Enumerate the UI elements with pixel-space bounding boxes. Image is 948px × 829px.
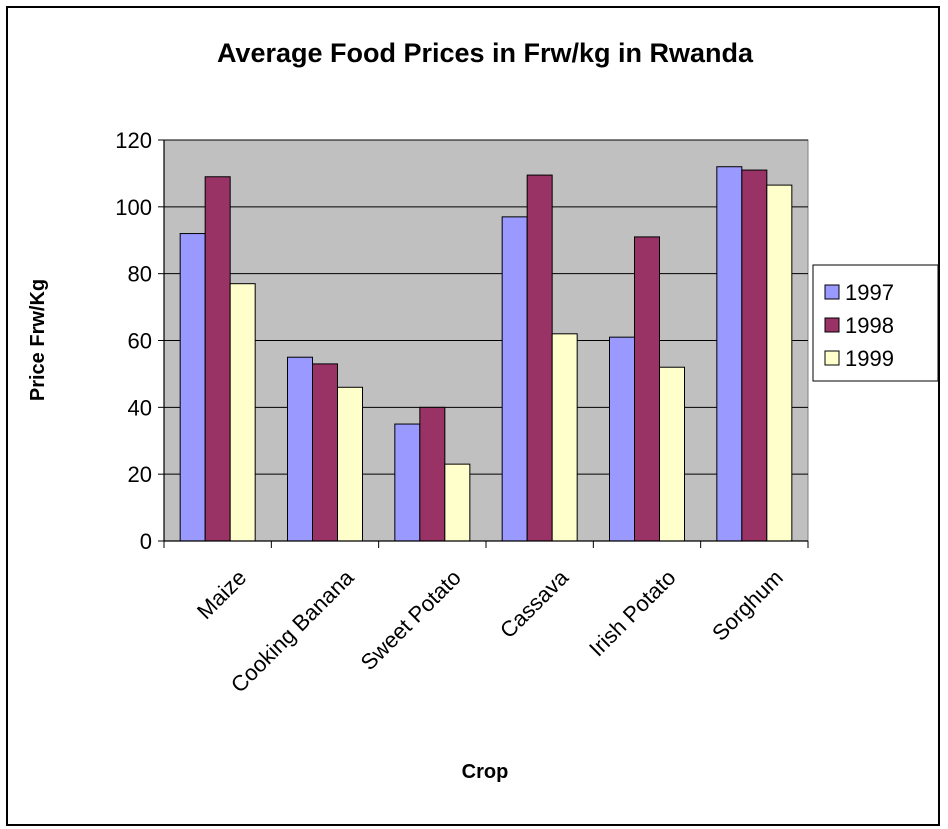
- y-axis-title: Price Frw/Kg: [27, 279, 49, 401]
- x-axis-title: Crop: [462, 761, 509, 783]
- legend-swatch-1997: [824, 284, 840, 300]
- y-tick-label: 0: [140, 529, 152, 554]
- bar-1999-sweet-potato: [444, 463, 471, 542]
- bar-1997-maize: [179, 233, 206, 542]
- y-tick-label: 120: [115, 128, 152, 153]
- bar-1999-cooking-banana: [337, 386, 363, 542]
- y-tick-label: 60: [128, 329, 152, 354]
- x-tick-label: Maize: [192, 565, 251, 624]
- legend-label-1997: 1997: [845, 280, 894, 305]
- bar-1997-sweet-potato: [394, 423, 421, 542]
- legend-swatch-1999: [824, 350, 840, 366]
- legend-swatch-1998: [824, 317, 840, 333]
- bar-1998-maize: [204, 176, 231, 542]
- bar-1998-sweet-potato: [419, 406, 446, 542]
- y-tick-label: 20: [128, 462, 152, 487]
- bar-1998-irish-potato: [634, 236, 660, 542]
- bar-1997-cassava: [501, 216, 528, 542]
- x-tick-label: Cassava: [495, 564, 574, 643]
- y-tick-label: 100: [115, 195, 152, 220]
- bar-1997-sorghum: [716, 166, 743, 542]
- x-tick-label: Irish Potato: [584, 565, 680, 661]
- bar-1999-sorghum: [766, 184, 793, 542]
- chart-title: Average Food Prices in Frw/kg in Rwanda: [217, 38, 754, 68]
- bar-1999-irish-potato: [659, 366, 685, 542]
- x-tick-label: Sorghum: [707, 565, 788, 646]
- legend-label-1998: 1998: [845, 313, 894, 338]
- y-tick-label: 40: [128, 395, 152, 420]
- bar-1998-sorghum: [741, 169, 768, 542]
- bar-1997-cooking-banana: [287, 356, 313, 542]
- bar-1997-irish-potato: [609, 336, 635, 542]
- x-tick-label: Sweet Potato: [356, 565, 466, 675]
- legend: 1997 1998 1999: [812, 264, 939, 382]
- bar-1998-cassava: [526, 174, 553, 542]
- bar-1999-cassava: [551, 333, 578, 542]
- legend-label-1999: 1999: [845, 346, 894, 371]
- bar-1999-maize: [229, 283, 256, 542]
- y-tick-label: 80: [128, 262, 152, 287]
- bar-1998-cooking-banana: [312, 363, 338, 542]
